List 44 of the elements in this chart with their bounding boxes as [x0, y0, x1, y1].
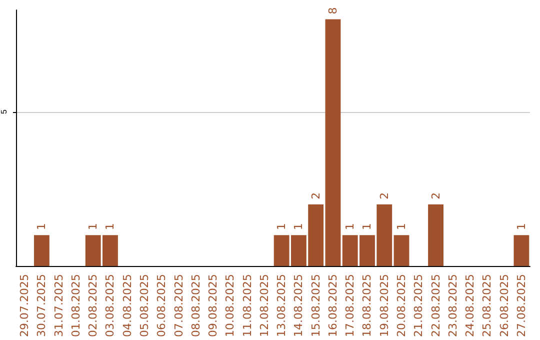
x-tick-label: 10.08.2025 [224, 274, 237, 338]
data-label: 1 [395, 223, 408, 230]
x-tick-label: 04.08.2025 [120, 274, 134, 338]
x-tick-label: 17.08.2025 [344, 274, 357, 338]
data-label: 2 [309, 192, 322, 200]
x-tick-label: 14.08.2025 [292, 274, 306, 338]
x-tick-label: 30.07.2025 [35, 274, 48, 338]
data-label: 1 [86, 223, 100, 230]
data-label: 1 [35, 223, 48, 230]
x-tick-label: 19.08.2025 [378, 274, 391, 338]
data-label: 1 [344, 223, 357, 230]
x-tick-label: 29.07.2025 [18, 274, 32, 338]
x-tick-label: 23.08.2025 [446, 274, 460, 338]
data-label: 1 [275, 223, 288, 230]
data-label: 1 [514, 223, 528, 230]
x-tick-label: 11.08.2025 [240, 274, 254, 338]
y-tick-label: 5 [0, 109, 8, 114]
x-tick-label: 08.08.2025 [189, 274, 202, 338]
x-tick-label: 03.08.2025 [104, 274, 117, 338]
data-label: 2 [378, 192, 391, 200]
x-tick-label: 18.08.2025 [360, 274, 374, 338]
x-tick-label: 25.08.2025 [480, 274, 494, 338]
x-tick-label: 05.08.2025 [138, 274, 151, 338]
data-label: 1 [360, 223, 374, 230]
x-tick-label: 20.08.2025 [395, 274, 408, 338]
x-tick-label: 22.08.2025 [429, 274, 442, 338]
x-tick-label: 12.08.2025 [258, 274, 271, 338]
x-tick-label: 13.08.2025 [275, 274, 288, 338]
x-tick-label: 27.08.2025 [514, 274, 528, 338]
data-label: 1 [292, 223, 306, 230]
data-label: 2 [429, 192, 442, 200]
x-tick-label: 09.08.2025 [206, 274, 220, 338]
data-label: 8 [326, 7, 340, 14]
x-tick-label: 24.08.2025 [464, 274, 477, 338]
x-tick-label: 26.08.2025 [498, 274, 511, 338]
x-tick-label: 01.08.2025 [69, 274, 82, 338]
x-tick-label: 07.08.2025 [172, 274, 186, 338]
x-tick-label: 15.08.2025 [309, 274, 322, 338]
x-tick-label: 21.08.2025 [412, 274, 426, 338]
x-tick-label: 16.08.2025 [326, 274, 340, 338]
x-tick-label: 31.07.2025 [52, 274, 66, 338]
data-label: 1 [104, 223, 117, 230]
x-tick-label: 02.08.2025 [86, 274, 100, 338]
x-tick-label: 06.08.2025 [155, 274, 168, 338]
